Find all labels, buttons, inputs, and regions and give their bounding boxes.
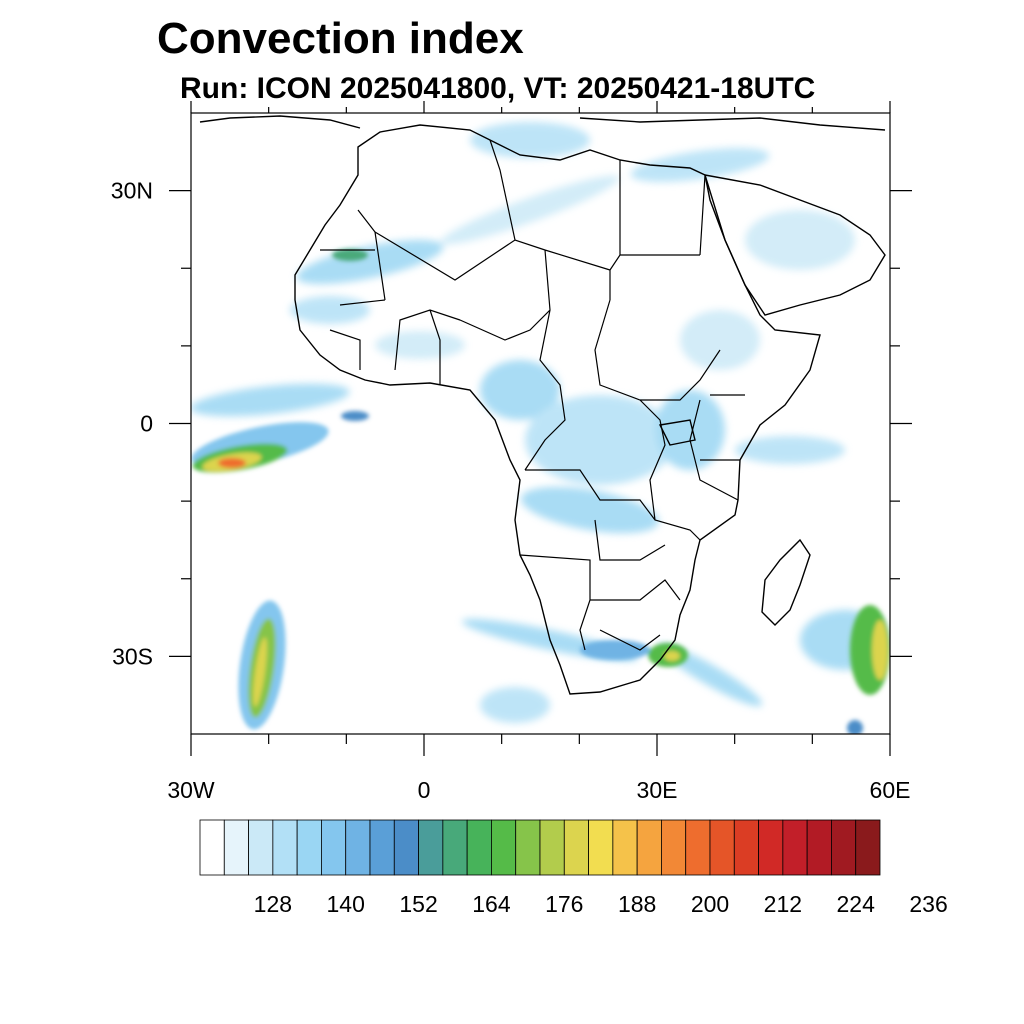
band-atlantic-eq bbox=[191, 383, 350, 417]
cell-north-africa bbox=[470, 122, 590, 158]
axis-ticks bbox=[169, 101, 912, 756]
band-sahara bbox=[440, 175, 620, 245]
colorbar-tick-label: 152 bbox=[399, 891, 437, 917]
cell-south-ocean bbox=[480, 687, 550, 723]
axis-tick-labels: 30W 0 30E 60E 30N 0 30S bbox=[111, 178, 911, 803]
colorbar-box bbox=[758, 819, 784, 876]
colorbar-box bbox=[491, 819, 517, 876]
colorbar-box bbox=[733, 819, 759, 876]
europe-coastline bbox=[199, 115, 886, 131]
colorbar-box bbox=[466, 819, 492, 876]
core-south-africa bbox=[580, 640, 650, 660]
colorbar-box bbox=[369, 819, 395, 876]
coastlines bbox=[199, 115, 886, 695]
cell-arabia bbox=[745, 210, 855, 270]
colorbar-box bbox=[831, 819, 857, 876]
colorbar-box bbox=[442, 819, 468, 876]
colorbar-box bbox=[199, 819, 225, 876]
cell-ethiopia bbox=[680, 310, 760, 370]
cell-kenya-coast bbox=[735, 436, 845, 464]
colorbar-box bbox=[636, 819, 662, 876]
colorbar-box bbox=[248, 819, 274, 876]
colorbar-box bbox=[272, 819, 298, 876]
colorbar-box bbox=[393, 819, 419, 876]
colorbar-tick-label: 140 bbox=[327, 891, 365, 917]
colorbar-box bbox=[563, 819, 589, 876]
core-south-west-yellow bbox=[253, 637, 267, 707]
lat-tick-label: 0 bbox=[140, 411, 153, 437]
cell-west-africa bbox=[375, 331, 465, 359]
core-south-east bbox=[847, 720, 863, 734]
colorbar-box bbox=[321, 819, 347, 876]
colorbar-box bbox=[418, 819, 444, 876]
colorbar-tick-label: 236 bbox=[909, 891, 947, 917]
africa-coastline bbox=[294, 124, 821, 695]
colorbar-box bbox=[661, 819, 687, 876]
cell-nigeria bbox=[480, 360, 560, 420]
arabia-coastline bbox=[703, 174, 886, 316]
colorbar-box bbox=[223, 819, 249, 876]
colorbar-tick-label: 212 bbox=[764, 891, 802, 917]
colorbar-box bbox=[855, 819, 881, 876]
madagascar-coastline bbox=[761, 538, 811, 626]
core-mauritania bbox=[332, 249, 368, 261]
colorbar-boxes bbox=[199, 819, 881, 876]
lon-tick-label: 0 bbox=[418, 777, 431, 803]
cell-egypt bbox=[630, 148, 770, 182]
colorbar-tick-label: 200 bbox=[691, 891, 729, 917]
lon-tick-label: 30E bbox=[637, 777, 678, 803]
lat-tick-label: 30S bbox=[112, 643, 153, 669]
colorbar-box bbox=[782, 819, 808, 876]
colorbar-box bbox=[539, 819, 565, 876]
colorbar-tick-label: 188 bbox=[618, 891, 656, 917]
colorbar-box bbox=[612, 819, 638, 876]
colorbar-tick-label: 176 bbox=[545, 891, 583, 917]
colorbar-box bbox=[685, 819, 711, 876]
colorbar-tick-label: 224 bbox=[837, 891, 876, 917]
cell-east-africa bbox=[655, 390, 725, 470]
chart-title: Convection index bbox=[157, 14, 524, 63]
colorbar-tick-label: 164 bbox=[472, 891, 511, 917]
colorbar-box bbox=[588, 819, 614, 876]
colorbar-box bbox=[709, 819, 735, 876]
core-indian-yellow bbox=[872, 620, 888, 680]
inner-borders bbox=[320, 139, 745, 651]
colorbar-labels: 128 140 152 164 176 188 200 212 224 236 bbox=[254, 891, 948, 917]
colorbar-box bbox=[806, 819, 832, 876]
colorbar-box bbox=[515, 819, 541, 876]
chart-subtitle: Run: ICON 2025041800, VT: 20250421-18UTC bbox=[180, 72, 816, 105]
core-gulf bbox=[341, 411, 369, 421]
cell-congo bbox=[525, 395, 675, 485]
lake-victoria bbox=[658, 419, 696, 446]
lon-tick-label: 60E bbox=[870, 777, 911, 803]
colorbar-tick-label: 128 bbox=[254, 891, 292, 917]
colorbar-box bbox=[345, 819, 371, 876]
cell-angola bbox=[520, 486, 660, 534]
core-atlantic-red bbox=[218, 458, 246, 468]
colorbar-box bbox=[296, 819, 322, 876]
core-natal-yellow bbox=[664, 651, 680, 661]
cell-senegal bbox=[290, 296, 370, 324]
lat-tick-label: 30N bbox=[111, 178, 153, 204]
lon-tick-label: 30W bbox=[167, 777, 215, 803]
